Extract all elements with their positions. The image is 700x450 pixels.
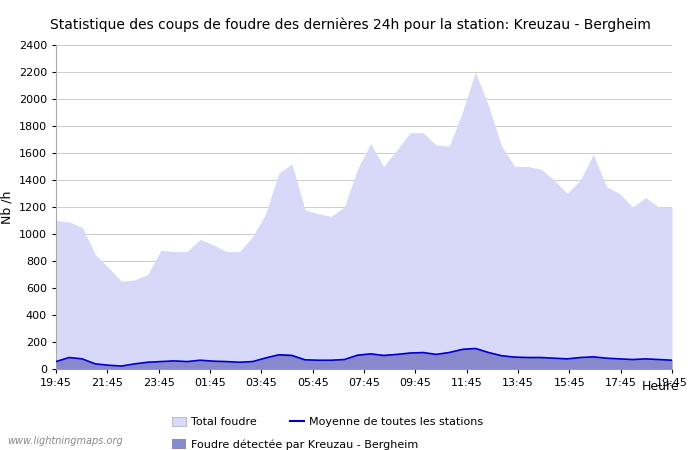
Y-axis label: Nb /h: Nb /h [0, 190, 13, 224]
Text: Statistique des coups de foudre des dernières 24h pour la station: Kreuzau - Ber: Statistique des coups de foudre des dern… [50, 18, 650, 32]
Legend: Foudre détectée par Kreuzau - Bergheim: Foudre détectée par Kreuzau - Bergheim [172, 439, 419, 450]
Text: Heure: Heure [641, 380, 679, 393]
Text: www.lightningmaps.org: www.lightningmaps.org [7, 436, 122, 446]
